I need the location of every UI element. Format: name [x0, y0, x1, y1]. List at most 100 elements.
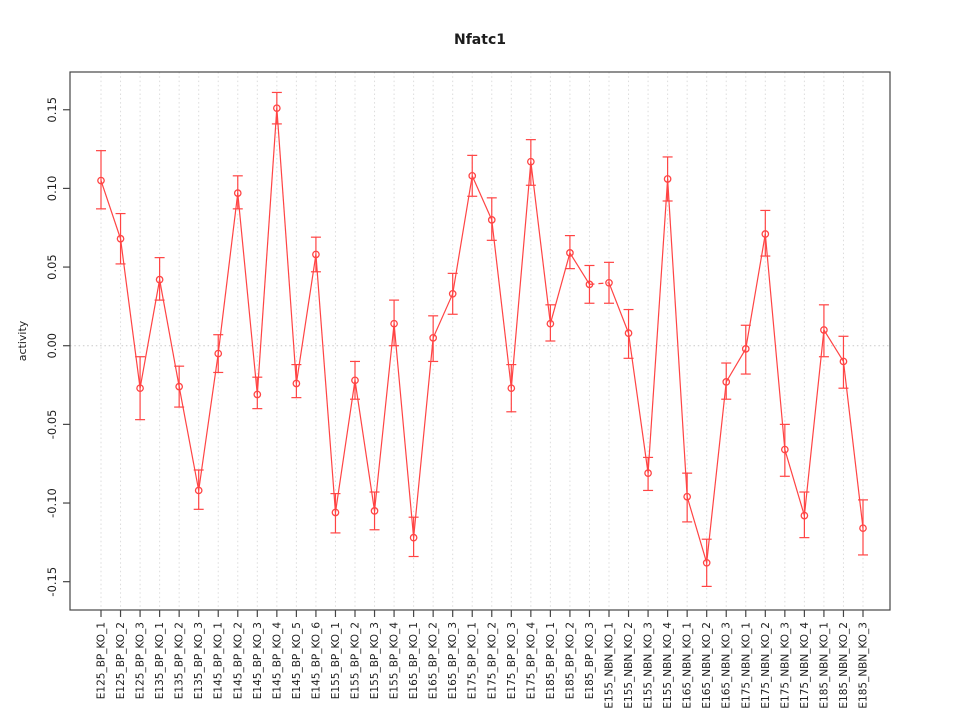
series-line: [100, 108, 864, 563]
line-segment: [178, 386, 200, 491]
data-point: [292, 379, 301, 388]
x-tick-label: E125_BP_KO_3: [135, 622, 147, 699]
gridlines: [100, 72, 864, 610]
x-axis: E125_BP_KO_1 E125_BP_KO_2 E125_BP_KO_3 E135…: [96, 610, 870, 709]
x-tick-label: E175_NBN_KO_4: [799, 622, 811, 709]
data-point: [214, 349, 223, 358]
line-segment: [549, 252, 571, 324]
line-segment: [627, 333, 649, 474]
y-tick-label: -0.10: [45, 488, 59, 518]
line-segment: [510, 161, 532, 389]
data-point: [116, 234, 125, 243]
line-segment: [823, 329, 844, 362]
line-segment: [139, 279, 161, 389]
x-tick-label: E155_BP_KO_3: [369, 622, 381, 699]
data-point: [272, 104, 281, 113]
data-point: [800, 511, 809, 520]
titles: Nfatc1 activity: [16, 32, 506, 361]
x-tick-label: E155_NBN_KO_3: [643, 622, 655, 709]
data-point: [175, 382, 184, 391]
line-segment: [491, 219, 512, 389]
chart-title: Nfatc1: [454, 32, 506, 48]
data-point: [155, 275, 164, 284]
x-tick-label: E145_BP_KO_4: [271, 622, 283, 700]
data-point: [644, 469, 652, 477]
x-tick-label: E185_BP_KO_1: [545, 622, 557, 699]
data-point: [566, 249, 574, 257]
line-segment: [667, 178, 688, 497]
plot-box: [69, 71, 891, 611]
x-tick-label: E155_BP_KO_4: [389, 622, 401, 700]
line-segment: [159, 279, 180, 387]
x-tick-label: E165_BP_KO_1: [408, 622, 420, 699]
data-point: [605, 278, 613, 287]
data-point: [780, 445, 789, 454]
x-tick-label: E145_BP_KO_1: [213, 622, 225, 699]
x-tick-label: E175_BP_KO_2: [486, 622, 498, 699]
line-segment: [608, 282, 630, 334]
data-point: [859, 524, 867, 533]
line-segment: [198, 353, 219, 491]
x-tick-label: E165_NBN_KO_3: [721, 622, 733, 709]
data-point: [136, 384, 144, 393]
y-axis-label: activity: [16, 320, 29, 361]
data-point: [429, 334, 438, 342]
data-point: [526, 157, 535, 166]
line-segment: [686, 496, 708, 563]
x-tick-label: E135_BP_KO_2: [174, 622, 186, 699]
x-tick-label: E175_NBN_KO_3: [779, 622, 791, 709]
line-segment: [295, 254, 317, 384]
data-point: [194, 486, 203, 495]
data-point: [233, 189, 242, 197]
line-segment: [256, 108, 278, 395]
data-point: [97, 176, 105, 185]
x-tick-label: E125_BP_KO_2: [115, 622, 127, 699]
data-point: [351, 376, 359, 385]
data-point: [487, 216, 496, 224]
x-tick-label: E165_BP_KO_3: [447, 622, 459, 699]
y-tick-label: -0.15: [45, 567, 59, 597]
data-point: [585, 280, 594, 289]
line-segment: [706, 381, 727, 563]
line-segment: [803, 329, 825, 516]
x-tick-label: E155_NBN_KO_1: [604, 622, 616, 709]
data-point: [507, 384, 516, 393]
line-segment: [393, 323, 415, 538]
y-tick-label: 0.05: [45, 254, 59, 280]
line-segment: [413, 337, 434, 538]
data-point: [546, 319, 555, 328]
x-tick-label: E135_BP_KO_3: [193, 622, 205, 699]
x-tick-label: E185_NBN_KO_1: [818, 622, 830, 709]
line-segment: [432, 293, 454, 339]
x-tick-label: E145_BP_KO_5: [291, 622, 303, 699]
x-tick-label: E185_BP_KO_2: [564, 622, 576, 699]
line-segment: [530, 161, 551, 324]
x-tick-label: E145_BP_KO_6: [310, 622, 322, 700]
x-tick-label: E165_NBN_KO_1: [682, 622, 694, 709]
line-segment: [373, 323, 395, 511]
line-segment: [784, 449, 805, 516]
line-segment: [569, 252, 590, 285]
data-points: [97, 104, 867, 567]
data-point: [741, 345, 750, 353]
x-tick-label: E135_BP_KO_1: [154, 622, 166, 699]
line-segment: [471, 175, 493, 221]
line-segment: [119, 238, 141, 389]
x-tick-label: E175_BP_KO_4: [525, 622, 537, 700]
x-tick-label: E155_BP_KO_1: [330, 622, 342, 699]
x-tick-label: E155_NBN_KO_2: [623, 622, 635, 709]
x-tick-label: E175_NBN_KO_2: [760, 622, 772, 709]
line-segment: [237, 193, 258, 395]
data-point: [663, 175, 672, 183]
x-tick-label: E175_BP_KO_3: [506, 622, 518, 699]
data-point: [390, 319, 398, 328]
x-tick-label: E175_BP_KO_1: [467, 622, 479, 699]
x-tick-label: E145_BP_KO_2: [232, 622, 244, 699]
x-tick-label: E125_BP_KO_1: [96, 622, 108, 699]
data-point: [683, 492, 692, 501]
x-tick-label: E185_NBN_KO_2: [838, 622, 850, 709]
data-point: [722, 378, 731, 386]
line-segment: [315, 254, 337, 513]
y-tick-label: 0.15: [45, 97, 59, 123]
